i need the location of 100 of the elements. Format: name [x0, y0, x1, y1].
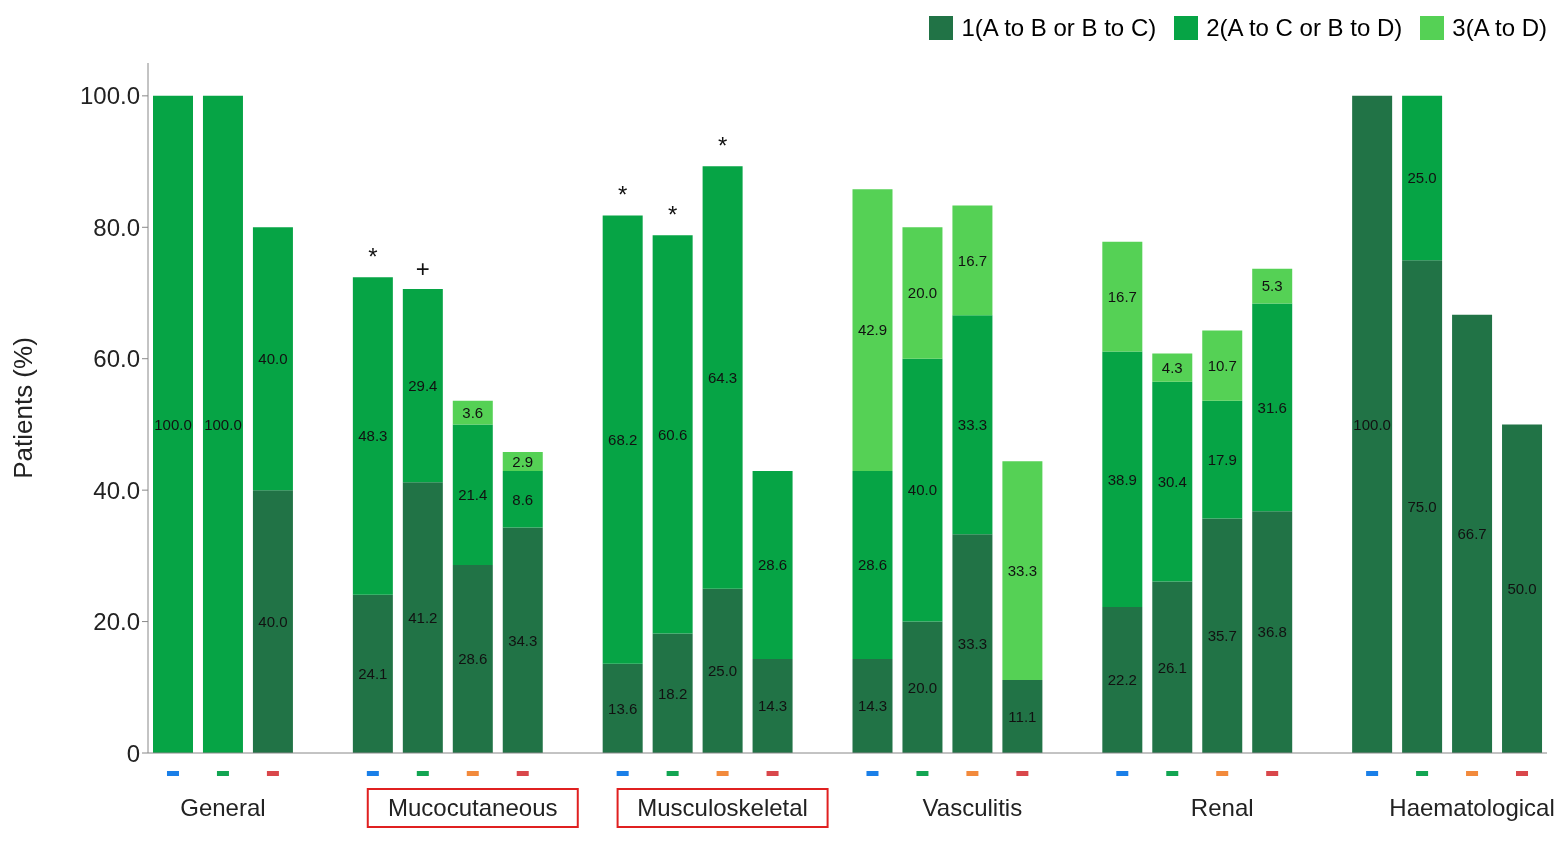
bar: [652, 235, 693, 634]
bar: [1252, 303, 1293, 512]
data-label: 36.8: [1257, 623, 1287, 641]
legend-label: 1(A to B or B to C): [961, 14, 1157, 42]
data-label: 3.6: [462, 403, 484, 421]
annotation: *: [368, 243, 378, 271]
data-label: 13.6: [608, 699, 638, 717]
bar: [352, 594, 393, 753]
bar: [1002, 461, 1043, 681]
y-tick-label: 60.0: [93, 345, 140, 373]
bar: [702, 588, 743, 753]
bar: [1502, 424, 1543, 753]
bar: [1202, 330, 1243, 401]
data-label: 33.3: [957, 634, 988, 652]
data-label: 41.2: [408, 608, 438, 626]
x-tick-label: General: [180, 794, 266, 821]
bar: [1202, 518, 1243, 753]
bar: [452, 424, 493, 566]
bar: [1452, 314, 1493, 753]
bar: [502, 527, 543, 753]
data-label: 10.7: [1207, 356, 1237, 374]
bar: [1402, 260, 1443, 753]
bar: [352, 277, 393, 595]
bar: [952, 315, 993, 535]
data-label: 4.3: [1161, 358, 1183, 376]
data-label: 21.4: [458, 486, 488, 504]
bar: [952, 205, 993, 316]
data-label: 68.2: [608, 430, 638, 448]
bar: [752, 659, 793, 753]
data-label: 20.0: [907, 678, 938, 696]
data-label: 17.9: [1207, 450, 1237, 468]
annotation: +: [415, 255, 430, 283]
bar: [1252, 268, 1293, 304]
bar: [402, 482, 443, 753]
bar: [1152, 581, 1193, 753]
data-label: 11.1: [1008, 707, 1037, 725]
bar: [702, 166, 743, 589]
data-label: 40.0: [258, 612, 288, 630]
bar: [902, 358, 943, 622]
data-label: 20.0: [907, 284, 938, 302]
data-label: 40.0: [258, 350, 288, 368]
data-label: 35.7: [1207, 627, 1237, 645]
bar: [1152, 381, 1193, 582]
bar: [952, 534, 993, 753]
y-tick-label: 40.0: [93, 476, 140, 504]
annotation: *: [617, 181, 628, 209]
bar: [252, 227, 293, 491]
y-tick-label: 0: [126, 739, 140, 767]
bar: [1202, 400, 1243, 519]
bar: [852, 189, 893, 472]
annotation: *: [717, 132, 728, 160]
y-tick-label: 80.0: [93, 213, 140, 241]
bar: [652, 633, 693, 753]
bar: [252, 490, 293, 753]
data-label: 48.3: [358, 427, 388, 445]
data-label: 24.1: [358, 665, 388, 683]
data-label: 66.7: [1457, 525, 1487, 543]
bar: [852, 659, 893, 753]
bar: [1402, 95, 1443, 261]
data-label: 8.6: [512, 490, 534, 508]
bar: [752, 471, 793, 660]
x-tick-label: Mucocutaneous: [388, 794, 558, 821]
data-label: 34.3: [508, 631, 538, 649]
bar: [852, 471, 893, 660]
bar: [402, 289, 443, 483]
data-label: 16.7: [957, 251, 988, 269]
bar: [1102, 351, 1143, 608]
bar: [1152, 353, 1193, 382]
data-label: 26.1: [1157, 658, 1187, 676]
bar: [1002, 680, 1043, 753]
bar: [502, 471, 543, 528]
data-label: 42.9: [857, 321, 888, 339]
data-label: 50.0: [1507, 580, 1537, 598]
legend-label: 3(A to D): [1452, 14, 1547, 42]
bar: [1352, 95, 1393, 753]
bar: [602, 663, 643, 753]
data-label: 30.4: [1157, 472, 1187, 490]
bar: [1252, 511, 1293, 753]
data-label: 38.9: [1107, 470, 1137, 488]
annotation: *: [667, 201, 678, 229]
bar: [602, 215, 643, 664]
bar: [902, 621, 943, 753]
bar: [452, 565, 493, 753]
y-axis-title: Patients (%): [8, 337, 39, 479]
y-tick-label: 20.0: [93, 608, 140, 636]
data-label: 28.6: [757, 556, 788, 574]
bar: [153, 95, 193, 753]
data-label: 33.3: [957, 416, 988, 434]
y-tick-label: 100.0: [79, 82, 140, 110]
data-label: 33.3: [1007, 561, 1037, 579]
legend-label: 2(A to C or B to D): [1206, 14, 1403, 42]
data-label: 14.3: [857, 697, 888, 715]
data-label: 14.3: [757, 697, 788, 715]
data-label: 100.0: [154, 415, 192, 433]
data-label: 16.7: [1107, 287, 1137, 305]
bar: [1102, 607, 1143, 753]
data-label: 64.3: [708, 368, 738, 386]
data-label: 40.0: [907, 481, 938, 499]
data-label: 2.9: [512, 452, 534, 470]
data-label: 100.0: [204, 415, 242, 433]
